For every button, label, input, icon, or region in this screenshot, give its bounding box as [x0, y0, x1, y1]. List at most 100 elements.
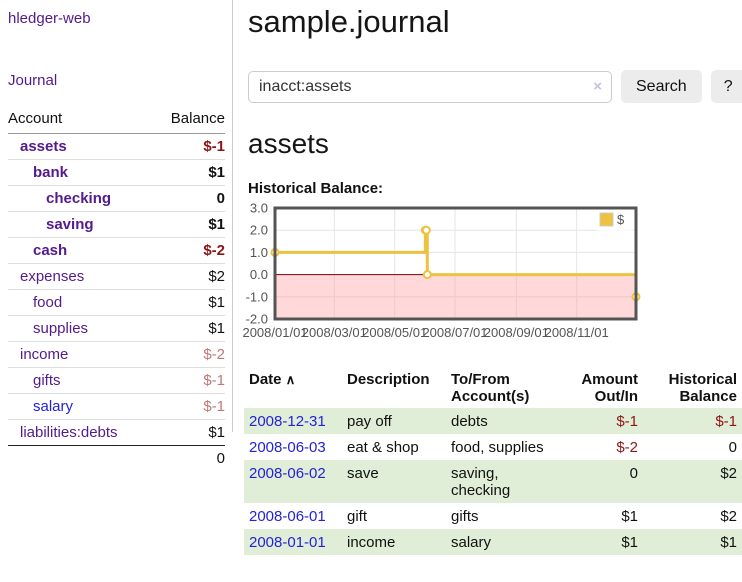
- transaction-description: eat & shop: [347, 439, 419, 456]
- transaction-description: save: [347, 465, 379, 482]
- account-link[interactable]: checking: [46, 190, 112, 207]
- account-balance: $-2: [203, 346, 225, 363]
- account-row: income $-2: [8, 342, 225, 368]
- sidebar-item-journal[interactable]: Journal: [8, 72, 58, 89]
- register-table: Date ∧ Description To/From Account(s) Am…: [244, 368, 742, 555]
- account-balance: $-2: [203, 242, 225, 259]
- transaction-accounts: gifts: [451, 508, 479, 525]
- account-link[interactable]: gifts: [33, 372, 61, 389]
- search-button[interactable]: Search: [621, 70, 702, 103]
- svg-text:3.0: 3.0: [250, 201, 268, 216]
- account-link[interactable]: bank: [33, 164, 69, 181]
- svg-text:-2.0: -2.0: [246, 312, 268, 327]
- account-link[interactable]: liabilities:debts: [20, 424, 118, 441]
- account-row: salary $-1: [8, 394, 225, 420]
- svg-text:-1.0: -1.0: [246, 289, 268, 304]
- account-row: liabilities:debts $1: [8, 420, 225, 446]
- account-balance: $1: [208, 216, 225, 233]
- accounts-total-balance: 0: [216, 450, 225, 467]
- account-link[interactable]: cash: [33, 242, 68, 259]
- transaction-date-link[interactable]: 2008-06-03: [249, 439, 326, 456]
- account-balance: $1: [208, 424, 225, 441]
- clear-search-icon[interactable]: ×: [593, 77, 602, 95]
- account-balance: $-1: [203, 398, 225, 415]
- account-balance: $-1: [203, 372, 225, 389]
- sidebar: hledger-web Journal Account Balance asse…: [0, 0, 233, 467]
- search-input[interactable]: [248, 70, 612, 103]
- account-link[interactable]: food: [33, 294, 63, 311]
- accounts-table-body: assets $-1 bank $1 checking 0 saving $1 cash $-2 e…: [8, 134, 225, 446]
- page-title: sample.journal: [248, 4, 450, 39]
- transaction-balance: $2: [720, 465, 737, 482]
- account-row: assets $-1: [8, 134, 225, 160]
- account-row: supplies $1: [8, 316, 225, 342]
- account-balance: $2: [208, 268, 225, 285]
- register-table-body: 2008-12-31 pay off debts $-1 $-1 2008-06-03 ea…: [244, 408, 742, 555]
- transaction-balance: 0: [728, 439, 737, 456]
- amount-column-header: Amount Out/In: [581, 371, 638, 405]
- transaction-row: 2008-12-31 pay off debts $-1 $-1: [244, 408, 742, 434]
- account-balance: $1: [208, 320, 225, 337]
- transaction-date-link[interactable]: 2008-06-02: [249, 465, 326, 482]
- transaction-row: 2008-06-02 save saving, checking 0 $2: [244, 460, 742, 503]
- app-title-link[interactable]: hledger-web: [8, 10, 91, 27]
- svg-text:2008/11/01: 2008/11/01: [545, 325, 609, 340]
- svg-text:1.0: 1.0: [250, 245, 268, 260]
- search-bar: × Search ?: [248, 70, 742, 103]
- svg-text:2008/05/01: 2008/05/01: [362, 325, 427, 340]
- accounts-table-header-row: Account Balance: [8, 107, 225, 134]
- help-button[interactable]: ?: [710, 70, 742, 103]
- account-row: checking 0: [8, 186, 225, 212]
- account-link[interactable]: income: [20, 346, 69, 363]
- account-link[interactable]: expenses: [20, 268, 85, 285]
- account-heading: assets: [248, 128, 329, 159]
- account-link[interactable]: saving: [46, 216, 94, 233]
- transaction-balance: $1: [720, 534, 737, 551]
- transaction-date-link[interactable]: 2008-12-31: [249, 413, 326, 430]
- sort-ascending-icon: ∧: [285, 372, 296, 387]
- chart-heading: Historical Balance:: [248, 180, 384, 197]
- transaction-accounts: salary: [451, 534, 492, 551]
- account-row: cash $-2: [8, 238, 225, 264]
- transaction-amount: $-2: [616, 439, 638, 456]
- account-link[interactable]: salary: [33, 398, 74, 415]
- transaction-amount: $1: [621, 534, 638, 551]
- account-balance: 0: [216, 190, 225, 207]
- account-link[interactable]: assets: [20, 138, 67, 155]
- svg-text:2008/03/01: 2008/03/01: [302, 325, 367, 340]
- accounts-total-row: 0: [8, 446, 225, 472]
- transaction-date-link[interactable]: 2008-01-01: [249, 534, 326, 551]
- account-row: expenses $2: [8, 264, 225, 290]
- svg-text:2008/01/01: 2008/01/01: [242, 325, 307, 340]
- transaction-row: 2008-06-03 eat & shop food, supplies $-2 0: [244, 434, 742, 460]
- transaction-description: gift: [347, 508, 368, 525]
- svg-text:2.0: 2.0: [250, 223, 268, 238]
- transaction-balance: $-1: [715, 413, 737, 430]
- transaction-description: income: [347, 534, 396, 551]
- chart-canvas: $3.0 2.0 1.0 0.0 -1.0 -2.02008/01/012008/03/0…: [242, 201, 641, 340]
- transaction-date-link[interactable]: 2008-06-01: [249, 508, 326, 525]
- transaction-row: 2008-01-01 income salary $1 $1: [244, 529, 742, 555]
- account-balance: $-1: [203, 138, 225, 155]
- account-column-header: Account: [8, 107, 154, 134]
- transaction-accounts: food, supplies: [451, 439, 544, 456]
- transaction-amount: 0: [629, 465, 638, 482]
- date-column-header[interactable]: Date ∧: [249, 371, 296, 388]
- balance-column-header: Historical Balance: [668, 371, 737, 405]
- main-content: sample.journal × Search ? assets Histori…: [242, 0, 742, 555]
- account-balance: $1: [208, 294, 225, 311]
- account-link[interactable]: supplies: [33, 320, 89, 337]
- historical-balance-chart: $3.0 2.0 1.0 0.0 -1.0 -2.0 2008/01/01 2008/03/0…: [242, 201, 742, 343]
- accounts-column-header: To/From Account(s): [451, 371, 530, 405]
- svg-text:$: $: [617, 212, 625, 227]
- svg-text:0.0: 0.0: [250, 267, 268, 282]
- transaction-row: 2008-06-01 gift gifts $1 $2: [244, 503, 742, 529]
- transaction-amount: $1: [621, 508, 638, 525]
- search-input-wrap: ×: [248, 70, 612, 103]
- register-header-row: Date ∧ Description To/From Account(s) Am…: [244, 368, 742, 408]
- account-row: gifts $-1: [8, 368, 225, 394]
- transaction-accounts: debts: [451, 413, 488, 430]
- transaction-accounts: saving, checking: [451, 465, 511, 499]
- transaction-balance: $2: [720, 508, 737, 525]
